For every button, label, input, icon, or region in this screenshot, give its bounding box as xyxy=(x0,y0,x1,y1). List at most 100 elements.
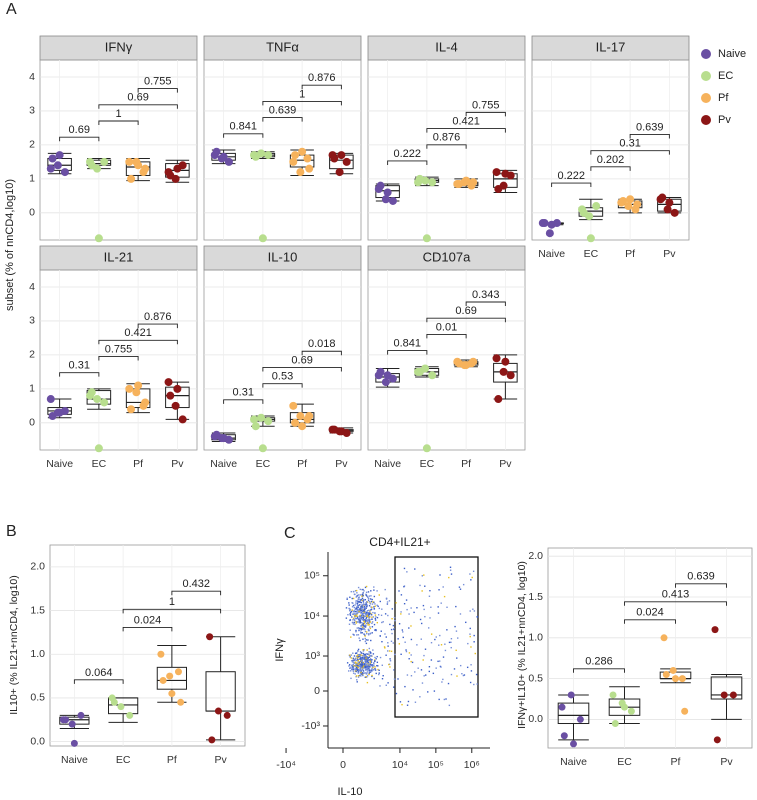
event-dot xyxy=(381,678,384,680)
data-point xyxy=(669,666,677,674)
event-dot xyxy=(360,671,362,674)
event-dot xyxy=(368,663,371,665)
data-point xyxy=(492,168,501,177)
event-dot xyxy=(371,632,373,634)
event-dot xyxy=(360,598,362,601)
event-dot xyxy=(414,671,416,673)
event-dot xyxy=(368,669,370,671)
event-dot xyxy=(355,602,357,604)
event-dot xyxy=(445,698,447,700)
legend-label: Naive xyxy=(718,48,746,60)
event-dot xyxy=(369,621,372,623)
event-dot xyxy=(397,678,399,680)
event-dot xyxy=(363,622,366,625)
y-tick-label: 2 xyxy=(29,139,35,151)
data-point xyxy=(223,711,231,719)
event-dot xyxy=(364,654,366,657)
event-dot xyxy=(350,657,352,659)
event-dot xyxy=(349,656,351,658)
facet-strip xyxy=(39,245,198,271)
event-dot xyxy=(365,611,368,614)
event-dot xyxy=(363,606,366,608)
panel-frame xyxy=(203,269,362,451)
event-dot xyxy=(348,604,350,606)
event-dot xyxy=(360,617,363,619)
event-dot xyxy=(359,627,361,630)
event-dot xyxy=(369,612,371,615)
event-dot xyxy=(412,689,414,691)
event-dot xyxy=(357,648,360,651)
y-tick-label: 1 xyxy=(29,383,35,395)
facet-title: CD107a xyxy=(423,249,471,264)
data-point xyxy=(60,168,69,177)
data-point xyxy=(381,195,390,204)
event-dot xyxy=(371,664,373,666)
event-dot xyxy=(373,589,375,591)
event-dot xyxy=(355,670,357,673)
data-point xyxy=(624,202,633,211)
data-point xyxy=(506,371,515,380)
data-point xyxy=(125,157,134,166)
event-dot xyxy=(357,601,359,604)
p-value: 1 xyxy=(169,596,175,608)
event-dot xyxy=(351,660,353,662)
event-dot xyxy=(357,627,360,629)
event-dot xyxy=(419,618,422,621)
event-dot xyxy=(393,686,395,688)
event-dot xyxy=(361,660,364,662)
event-dot xyxy=(365,660,367,662)
event-dot xyxy=(392,642,394,644)
y-tick-label: 1.5 xyxy=(528,591,543,603)
event-dot xyxy=(390,650,393,653)
event-dot xyxy=(438,698,440,701)
event-dot xyxy=(364,656,367,658)
event-dot xyxy=(364,653,366,656)
event-dot xyxy=(361,673,364,675)
event-dot xyxy=(354,657,357,660)
facet-title: IL-21 xyxy=(104,249,134,264)
event-dot xyxy=(371,622,373,625)
event-dot xyxy=(428,666,431,668)
event-dot xyxy=(367,596,369,599)
event-dot xyxy=(368,600,371,603)
event-dot xyxy=(369,603,372,605)
event-dot xyxy=(345,607,348,609)
data-point xyxy=(166,672,174,680)
event-dot xyxy=(421,682,424,684)
event-dot xyxy=(356,600,358,602)
event-dot xyxy=(398,590,400,592)
data-point xyxy=(298,422,307,431)
event-dot xyxy=(370,669,373,671)
event-dot xyxy=(360,665,362,667)
event-dot xyxy=(423,574,425,576)
event-dot xyxy=(408,652,411,654)
event-dot xyxy=(430,606,432,608)
data-point xyxy=(633,200,642,209)
event-dot xyxy=(364,664,367,667)
event-dot xyxy=(362,649,364,651)
event-dot xyxy=(352,613,354,615)
event-dot xyxy=(366,675,369,677)
data-point xyxy=(212,430,221,439)
data-point xyxy=(576,715,584,723)
event-dot xyxy=(356,664,358,667)
panel-frame xyxy=(203,59,362,241)
event-dot xyxy=(356,657,359,659)
event-dot xyxy=(383,646,386,648)
data-point xyxy=(609,691,617,699)
event-dot xyxy=(368,673,370,676)
event-dot xyxy=(406,674,409,676)
data-point xyxy=(125,384,134,393)
event-dot xyxy=(357,660,359,662)
event-dot xyxy=(423,608,425,611)
data-point xyxy=(250,415,259,424)
event-dot xyxy=(362,664,364,666)
event-dot xyxy=(359,604,361,606)
event-dot xyxy=(395,692,398,695)
event-dot xyxy=(364,635,366,637)
data-point xyxy=(46,395,55,404)
event-dot xyxy=(413,611,415,614)
data-point xyxy=(662,671,670,679)
event-dot xyxy=(371,655,373,657)
x-tick-label: Naive xyxy=(538,248,565,260)
